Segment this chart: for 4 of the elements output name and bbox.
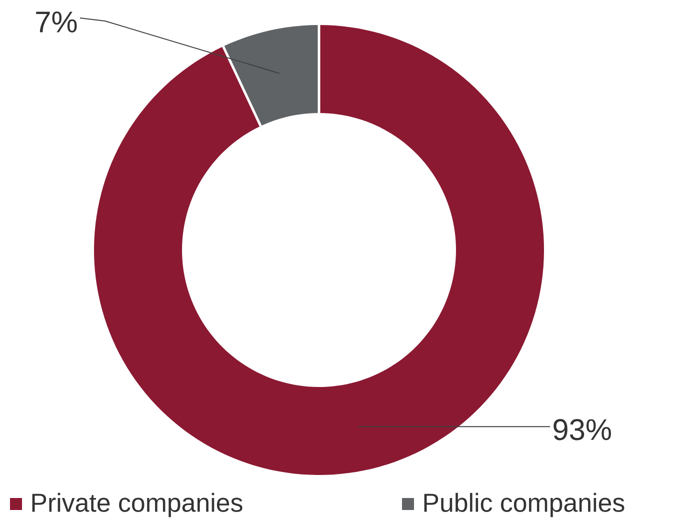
data-label: 93%: [554, 419, 611, 440]
data-label: 7%: [36, 12, 77, 32]
legend-label: Private companies: [32, 492, 242, 518]
legend-label: Public companies: [424, 492, 624, 518]
